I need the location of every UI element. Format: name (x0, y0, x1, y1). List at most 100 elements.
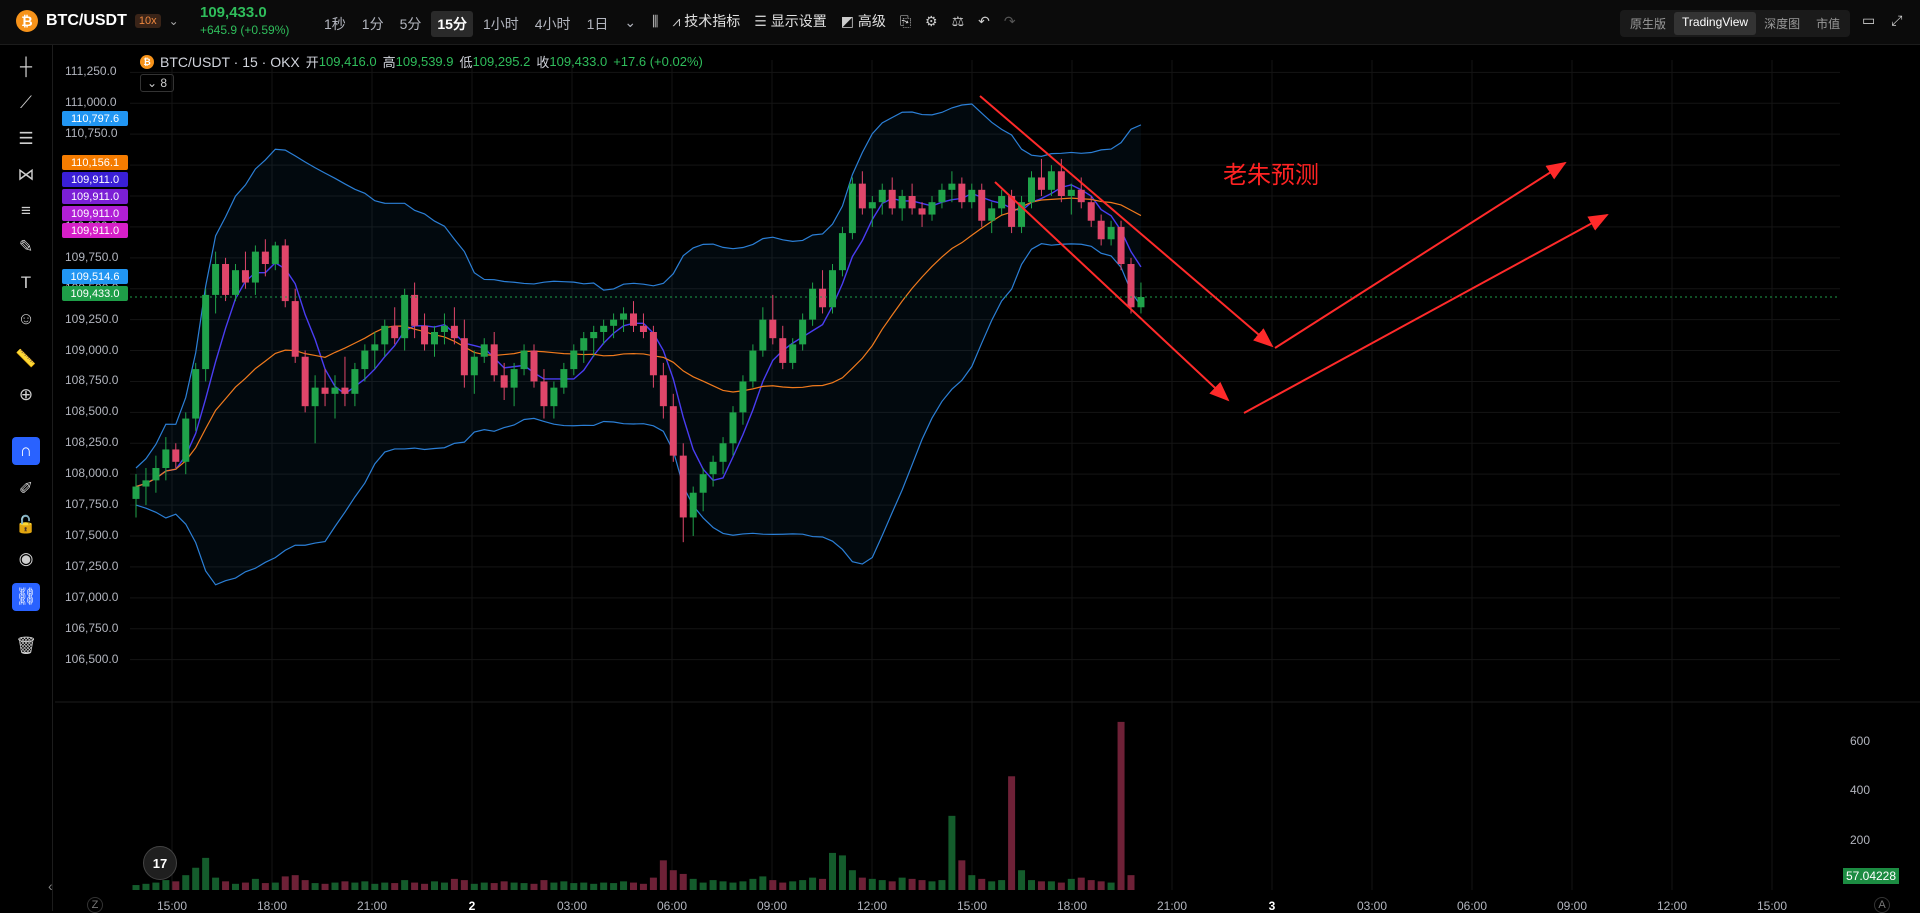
candle[interactable] (769, 294, 777, 345)
candle[interactable] (918, 202, 926, 227)
candle[interactable] (620, 307, 628, 332)
trash-icon[interactable]: 🗑 (15, 636, 37, 655)
fullscreen-icon[interactable]: ⤢ (1891, 12, 1903, 28)
candle[interactable] (321, 369, 329, 407)
eye-icon[interactable]: ◉ (18, 549, 34, 568)
redo-icon[interactable]: ↷ (1003, 12, 1016, 29)
candle[interactable] (301, 350, 309, 413)
candle[interactable] (799, 313, 807, 351)
candle[interactable] (192, 362, 200, 431)
screenshot-icon[interactable]: ⎘ (899, 12, 912, 29)
candle[interactable] (709, 455, 717, 487)
candle[interactable] (540, 369, 548, 419)
candle[interactable] (1067, 183, 1075, 215)
interval-1d[interactable]: 1日 (586, 16, 609, 32)
candle[interactable] (829, 264, 836, 314)
candle[interactable] (809, 282, 817, 326)
candle[interactable] (749, 344, 757, 388)
candle[interactable] (958, 177, 966, 209)
prediction-annotation[interactable]: 老朱预测 (1223, 162, 1319, 189)
candle[interactable] (510, 362, 518, 407)
tab-tradingview[interactable]: TradingView (1674, 12, 1757, 35)
candle[interactable] (381, 319, 389, 357)
display-settings-button[interactable]: ☰ 显示设置 (754, 11, 826, 31)
ruler-icon[interactable]: 📏 (15, 349, 37, 368)
candle[interactable] (988, 202, 996, 234)
candle[interactable] (659, 362, 667, 419)
candle[interactable] (162, 437, 170, 481)
candle[interactable] (630, 301, 637, 332)
interval-more-chevron-icon[interactable]: ⌄ (624, 14, 637, 30)
candle[interactable] (759, 307, 767, 357)
candle[interactable] (868, 196, 876, 227)
prediction-arrow-2[interactable] (994, 181, 1230, 402)
interval-1s[interactable]: 1秒 (324, 16, 346, 32)
candle[interactable] (1018, 196, 1026, 234)
emoji-icon[interactable]: ☺ (17, 309, 35, 328)
interval-4h[interactable]: 4小时 (534, 16, 571, 32)
candle[interactable] (172, 443, 180, 468)
advanced-button[interactable]: ◩ 高级 (841, 11, 886, 31)
candle[interactable] (371, 332, 379, 370)
candle[interactable] (1097, 214, 1105, 246)
candle[interactable] (232, 264, 239, 302)
prediction-arrow-3[interactable] (1274, 161, 1567, 349)
candle[interactable] (460, 319, 468, 388)
candle[interactable] (361, 344, 369, 382)
candle[interactable] (281, 239, 289, 308)
scale-icon[interactable]: ⚖ (951, 12, 965, 29)
candle[interactable] (878, 183, 886, 215)
candle[interactable] (1127, 257, 1135, 314)
candle[interactable] (948, 171, 956, 203)
fib-icon[interactable]: ≡ (21, 201, 31, 220)
candle[interactable] (1037, 158, 1045, 196)
candle[interactable] (679, 443, 687, 543)
candle[interactable] (331, 375, 339, 419)
candle[interactable] (470, 350, 478, 394)
indicator-count-toggle[interactable]: ⌄ 8 (140, 74, 175, 92)
candle[interactable] (241, 251, 249, 289)
candle[interactable] (421, 313, 429, 351)
candle[interactable] (689, 486, 697, 536)
candle[interactable] (440, 313, 448, 345)
candle[interactable] (261, 239, 269, 277)
candle[interactable] (938, 183, 946, 209)
interval-1h[interactable]: 1小时 (482, 16, 519, 32)
legend-title[interactable]: BTC/USDT · 15 · OKX (160, 53, 300, 70)
candle[interactable] (391, 307, 399, 345)
candle[interactable] (202, 288, 210, 382)
gear-icon[interactable]: ⚙ (925, 12, 938, 29)
candle[interactable] (729, 406, 737, 456)
brush-icon[interactable]: ✎ (18, 237, 34, 256)
collapse-chevron-icon[interactable]: ‹ (48, 878, 53, 894)
candle[interactable] (649, 325, 657, 388)
link-icon[interactable]: ⛓ (12, 583, 40, 611)
candle[interactable] (580, 332, 588, 363)
candle[interactable] (142, 468, 150, 506)
candle[interactable] (550, 381, 558, 419)
candle[interactable] (570, 344, 578, 376)
zoom-in-icon[interactable]: ⊕ (18, 385, 34, 404)
symbol-selector[interactable]: ₿ BTC/USDT 10x ⌄ (16, 10, 179, 32)
candle[interactable] (411, 282, 419, 339)
candle[interactable] (560, 362, 568, 394)
candle[interactable] (530, 344, 538, 388)
candle[interactable] (291, 288, 299, 363)
prediction-arrow-4[interactable] (1243, 214, 1609, 414)
candle[interactable] (838, 226, 846, 277)
candle[interactable] (998, 189, 1006, 215)
window-icon[interactable]: ▭ (1862, 12, 1876, 28)
chevron-down-icon[interactable]: ⌄ (168, 14, 179, 28)
candle[interactable] (1047, 165, 1055, 196)
candle[interactable] (978, 183, 986, 227)
trendline-icon[interactable]: ⟋ (20, 93, 32, 112)
leverage-badge[interactable]: 10x (134, 14, 161, 28)
candle[interactable] (898, 189, 906, 221)
candle[interactable] (500, 362, 508, 400)
candle[interactable] (490, 332, 498, 382)
lock-drawing-icon[interactable]: ✐ (18, 479, 34, 498)
tradingview-logo[interactable]: 17 (143, 846, 177, 880)
pattern-icon[interactable]: ⋈ (17, 165, 35, 184)
candle[interactable] (450, 307, 458, 345)
